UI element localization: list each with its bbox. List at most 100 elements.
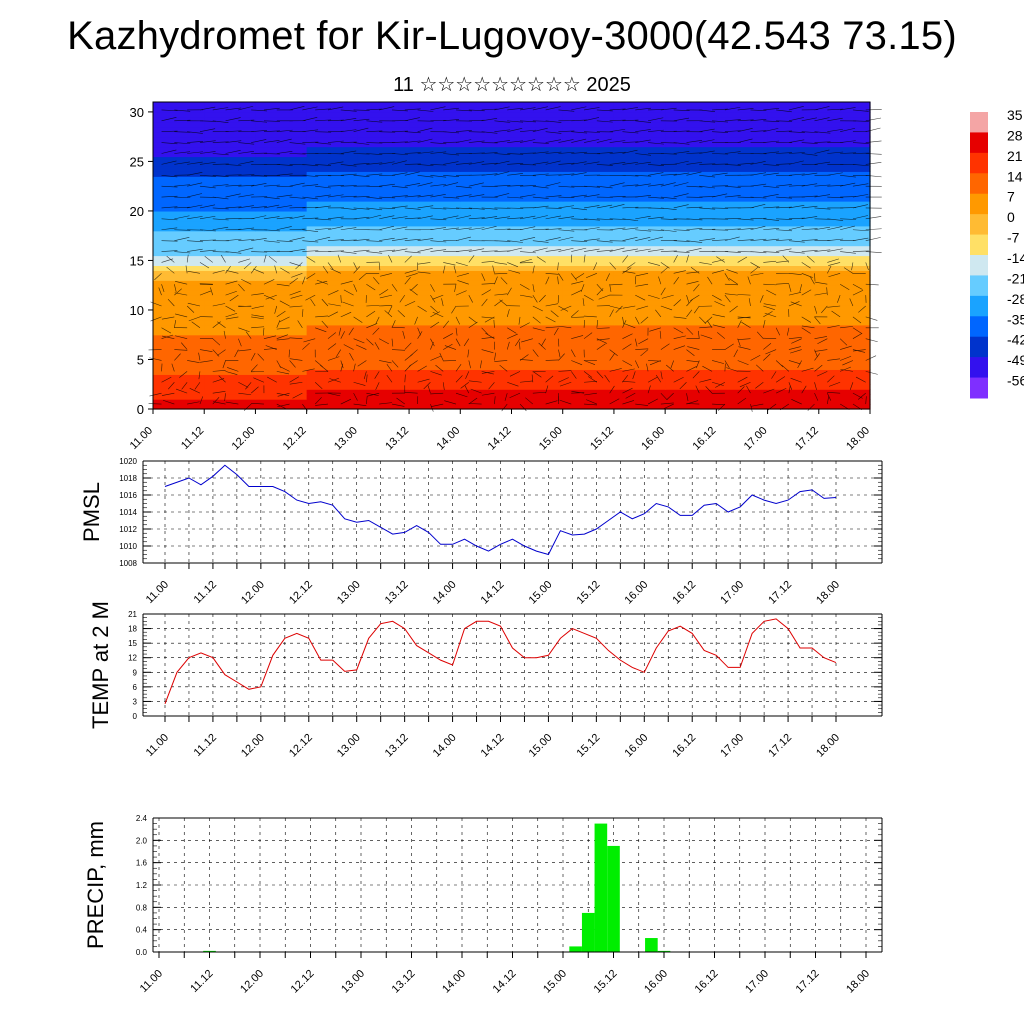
wind-barb	[353, 381, 366, 386]
wind-barb	[609, 204, 625, 209]
wind-barb	[366, 108, 383, 111]
heat-cell	[562, 334, 615, 341]
wind-barb	[187, 302, 201, 307]
wind-barb	[174, 161, 190, 165]
wind-barb	[315, 108, 332, 111]
wind-barb	[225, 130, 242, 133]
wind-barb	[276, 371, 290, 375]
wind-barb	[596, 327, 610, 329]
heat-cell	[818, 151, 871, 158]
wind-barb	[494, 120, 511, 123]
wind-barb	[263, 107, 280, 111]
wind-barb	[814, 184, 831, 187]
wind-barb	[622, 387, 633, 394]
heat-cell	[716, 394, 769, 400]
heat-cell	[767, 324, 820, 331]
wind-barb	[814, 106, 830, 111]
wind-barb	[316, 279, 329, 285]
heat-cell	[153, 285, 205, 291]
wind-barb	[666, 392, 674, 400]
wind-barb	[571, 335, 584, 339]
heat-cell	[409, 305, 461, 311]
heat-cell	[357, 309, 410, 316]
wind-barb	[596, 338, 608, 344]
heat-cell	[818, 235, 871, 242]
heat-cell	[409, 136, 461, 143]
wind-barb	[468, 316, 478, 324]
wind-barb	[532, 316, 541, 324]
heat-cell	[562, 131, 615, 138]
x-tick-label: 15.00	[527, 732, 555, 760]
wind-barb	[453, 265, 457, 274]
heat-cell	[716, 339, 769, 346]
wind-barb	[225, 164, 242, 166]
wind-barb	[217, 349, 226, 356]
wind-barb	[291, 273, 303, 278]
wind-barb	[315, 315, 329, 318]
wind-barb	[276, 403, 287, 410]
wind-barb	[545, 326, 559, 329]
heat-cell	[357, 181, 410, 187]
wind-barb	[788, 131, 805, 133]
wind-barb	[391, 403, 405, 407]
wind-barb	[814, 207, 831, 210]
wind-barb	[499, 364, 508, 372]
wind-barb	[276, 334, 289, 339]
wind-barb	[622, 248, 638, 252]
wind-barb	[289, 215, 305, 220]
heat-cell	[818, 245, 871, 252]
wind-barb	[507, 107, 524, 111]
heat-cell	[511, 161, 564, 167]
wind-barb	[379, 207, 396, 209]
wind-barb	[366, 392, 379, 396]
wind-barb	[404, 238, 421, 241]
wind-barb	[746, 385, 751, 394]
heat-cell	[255, 260, 308, 267]
heat-cell	[255, 121, 308, 128]
wind-barb	[315, 164, 332, 166]
wind-barb	[801, 131, 818, 133]
wind-barb	[166, 255, 175, 263]
wind-barb	[635, 107, 652, 111]
x-tick-label: 16.12	[670, 579, 698, 607]
wind-barb	[724, 293, 738, 296]
heat-cell	[306, 399, 359, 405]
wind-barb	[212, 397, 220, 405]
heat-cell	[562, 215, 615, 222]
x-tick-label: 16.00	[642, 968, 670, 996]
heat-cell	[204, 151, 257, 158]
x-tick-label: 15.12	[575, 579, 603, 607]
wind-barb	[810, 276, 815, 285]
heat-cell	[818, 186, 871, 192]
colorbar-label: -49	[1007, 352, 1024, 368]
heat-cell	[153, 270, 205, 276]
heat-cell	[255, 136, 308, 143]
wind-barb	[763, 218, 780, 221]
heat-cell	[767, 344, 820, 351]
wind-barb	[571, 290, 582, 296]
wind-barb	[481, 152, 498, 154]
heat-cell	[306, 220, 359, 227]
wind-barb	[315, 174, 332, 177]
heatmap-x-tick-label: 16.00	[639, 425, 667, 453]
x-tick-label: 13.00	[335, 579, 363, 607]
wind-barb	[596, 185, 613, 189]
wind-barb	[660, 392, 668, 401]
wind-barb	[238, 327, 250, 333]
heat-cell	[460, 404, 513, 410]
heat-cell	[665, 240, 717, 247]
heat-cell	[818, 305, 871, 311]
wind-barb	[865, 216, 882, 220]
wind-barb	[673, 182, 689, 187]
wind-barb	[609, 140, 626, 143]
heat-cell	[460, 126, 513, 133]
wind-barb	[340, 251, 357, 254]
heat-cell	[716, 156, 769, 163]
wind-barb	[840, 366, 852, 372]
wind-barb	[686, 298, 693, 307]
x-tick-label: 13.12	[390, 968, 418, 996]
wind-barb	[622, 107, 638, 111]
wind-barb	[596, 218, 613, 221]
heatmap-y-tick-label: 30	[130, 105, 144, 120]
wind-barb	[699, 120, 716, 123]
